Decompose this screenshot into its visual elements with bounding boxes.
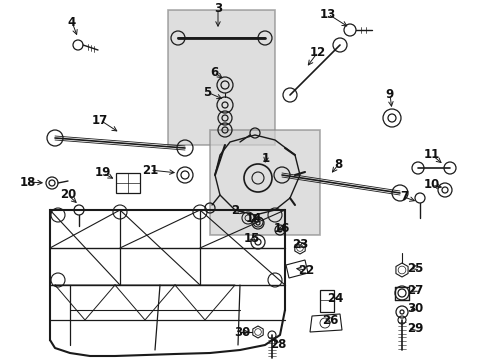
Text: 17: 17 <box>92 113 108 126</box>
Text: 3: 3 <box>214 1 222 14</box>
Text: 25: 25 <box>406 261 422 274</box>
Bar <box>209 130 319 235</box>
Bar <box>116 173 140 193</box>
Text: 18: 18 <box>20 175 36 189</box>
Text: 7: 7 <box>399 190 407 203</box>
Text: 27: 27 <box>406 284 422 297</box>
Bar <box>319 290 333 312</box>
Text: 24: 24 <box>326 292 343 305</box>
Text: 10: 10 <box>423 179 439 192</box>
Bar <box>168 10 274 145</box>
Text: 30: 30 <box>406 302 422 315</box>
Text: 29: 29 <box>406 321 422 334</box>
Text: 30: 30 <box>233 325 250 338</box>
Text: 16: 16 <box>273 221 289 234</box>
Text: 8: 8 <box>333 158 342 171</box>
Text: 20: 20 <box>60 189 76 202</box>
Text: 1: 1 <box>262 152 269 165</box>
Text: 28: 28 <box>269 338 285 351</box>
Text: 11: 11 <box>423 148 439 162</box>
Text: 19: 19 <box>95 166 111 180</box>
Text: 13: 13 <box>319 8 335 21</box>
Text: 5: 5 <box>203 85 211 99</box>
Text: 14: 14 <box>245 211 262 225</box>
Text: 26: 26 <box>321 314 338 327</box>
Text: 2: 2 <box>230 203 239 216</box>
Text: 23: 23 <box>291 238 307 252</box>
Text: 21: 21 <box>142 163 158 176</box>
Text: 9: 9 <box>385 89 393 102</box>
Text: 4: 4 <box>68 15 76 28</box>
Text: 6: 6 <box>209 66 218 78</box>
Text: 12: 12 <box>309 45 325 58</box>
Text: 22: 22 <box>297 264 313 276</box>
Text: 15: 15 <box>244 231 260 244</box>
